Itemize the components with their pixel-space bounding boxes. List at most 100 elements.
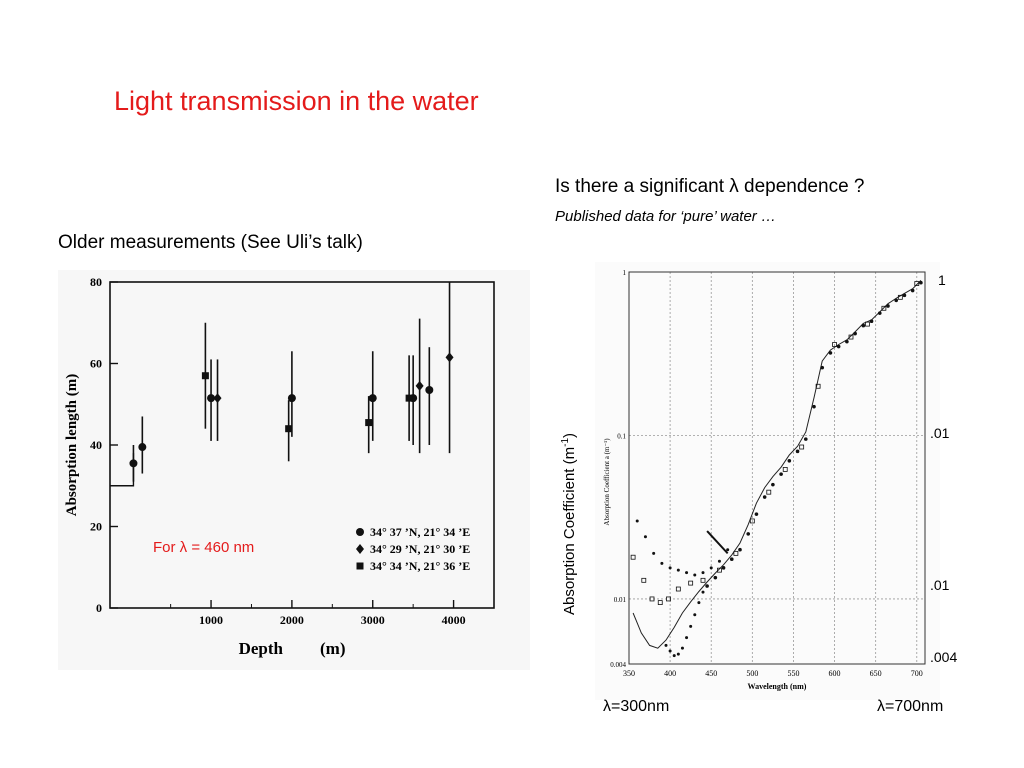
inner-x-axis-label: Wavelength (nm) [748,682,807,691]
data-point-circle [129,459,138,468]
data-point-dot [680,646,684,650]
data-point-diamond [213,393,222,404]
data-point-dot [877,311,882,315]
x-tick-label: 3000 [361,613,385,627]
data-series [630,279,923,658]
right-value-label-3: .01 [930,577,950,593]
data-point-dot [693,573,697,577]
data-point-dot [652,551,656,555]
data-point-dot [845,339,849,344]
data-point-dot [762,495,767,499]
data-point-dot [869,319,874,324]
y-tick-label: 0.004 [610,661,626,669]
x-tick-label: 4000 [442,613,466,627]
data-point-square [881,305,887,311]
data-point-circle [207,394,216,403]
data-point-square [717,567,722,573]
x-axis-unit: (m) [320,639,345,658]
y-tick-label: 1 [623,269,627,277]
wavelength-annotation: For λ = 460 nm [153,539,254,556]
data-point-square [675,586,681,592]
y-tick-label: 0.01 [614,596,627,604]
data-point-square [865,321,870,327]
legend-marker-diamond [356,544,364,554]
y-tick-label: 40 [90,438,102,452]
absorption-length-chart: 0 20 40 60 80 1000 2000 3000 4000 Absorption len… [58,270,530,670]
data-point-square [365,419,373,427]
y-tick-label: 20 [90,520,102,534]
data-point-dot [668,649,672,653]
data-point-dot [853,331,857,336]
data-point-dot [910,288,915,293]
right-value-label-4: .004 [930,649,958,665]
data-point-square [832,342,837,347]
data-point-dot [861,323,866,328]
x-tick-label: 700 [911,669,923,678]
data-point-square [848,334,854,340]
data-point-square [766,489,772,495]
data-point-square [641,577,647,583]
plot-frame [628,271,926,665]
x-tick-label: 2000 [280,613,304,627]
data-point-dot [779,472,783,476]
data-point-square [201,372,209,380]
wavelength-700nm-label: λ=700nm [877,698,944,715]
y-tick-label: 80 [90,275,102,289]
data-point-square [649,596,655,602]
data-point-dot [729,557,734,562]
data-point-square [782,467,788,472]
data-point-dot [672,654,676,658]
data-point-dot [812,404,816,409]
data-point-dot [894,298,899,303]
y-tick-label: 60 [90,357,102,371]
data-point-dot [738,547,742,552]
data-point-dot [705,584,709,588]
legend-label: 34° 29 ’N, 21° 30 ’E [370,542,470,556]
data-point-square [897,294,903,300]
arrow-marker [706,530,729,555]
data-point-circle [138,443,147,452]
x-axis-label: Depth [239,639,284,658]
legend: 34° 37 ’N, 21° 34 ’E 34° 29 ’N, 21° 30 ’E… [356,525,470,573]
data-points [129,282,454,482]
data-point-dot [697,601,701,605]
data-point-square [666,596,671,602]
absorption-coefficient-label: Absorption Coefficient (m-1) [560,433,578,615]
data-point-diamond [445,352,454,363]
y-tick-label: 0 [96,601,102,615]
data-point-dot [771,482,775,487]
data-point-circle [425,385,434,394]
data-point-dot [795,449,800,454]
data-point-dot [919,280,923,285]
data-point-square [285,425,293,433]
data-point-dot [746,532,751,536]
right-value-label-2: .01 [930,425,950,441]
legend-marker-circle [356,528,364,536]
data-point-square [749,518,755,524]
data-point-square [914,281,920,286]
data-point-dot [787,458,792,463]
data-point-dot [721,566,726,570]
axis-ticks: 350 400 450 500 550 600 650 700 0.004 0.01 0.1 1 [610,269,923,678]
legend-label: 34° 37 ’N, 21° 34 ’E [370,525,470,539]
x-tick-label: 1000 [199,613,223,627]
data-point-dot [836,344,841,349]
data-point-dot [635,519,639,523]
data-point-square [405,394,413,402]
model-curve [632,279,922,649]
legend-label: 34° 34 ’N, 21° 36 ’E [370,559,470,573]
data-point-dot [713,575,718,580]
data-point-dot [701,571,705,575]
data-point-square [657,600,663,605]
data-point-square [799,444,805,450]
data-point-dot [726,548,730,552]
data-point-dot [660,561,664,565]
chart-background [595,262,940,700]
data-point-dot [676,568,680,572]
data-point-dot [717,559,721,563]
data-point-dot [828,351,833,355]
x-tick-label: 350 [623,669,635,678]
data-point-dot [693,613,697,617]
data-point-dot [685,636,689,640]
data-point-square [815,383,821,389]
